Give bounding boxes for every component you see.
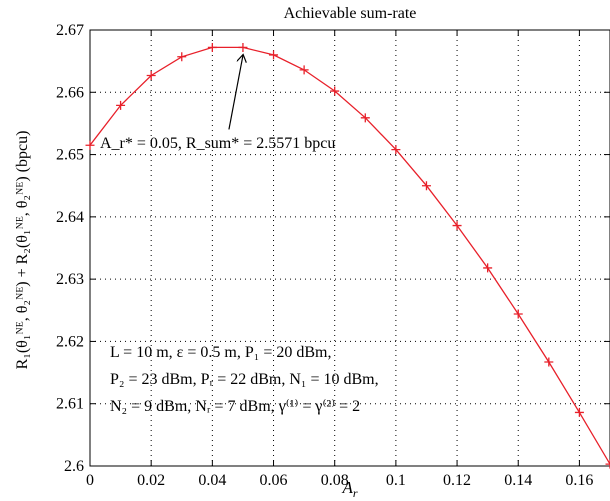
- axis-ticks: [89, 29, 610, 467]
- data-point: [330, 86, 340, 96]
- plot-frame: [89, 29, 610, 467]
- y-tick-label: 2.65: [56, 147, 84, 164]
- x-tick-label: 0.04: [198, 472, 226, 489]
- data-point: [177, 52, 187, 62]
- y-tick-label: 2.61: [56, 396, 84, 413]
- y-tick-label: 2.67: [56, 22, 84, 39]
- series-line: [89, 46, 610, 465]
- x-tick-label: 0.08: [321, 472, 349, 489]
- parameter-box: L = 10 m, ε = 0.5 m, P₁ = 20 dBm, P₂ = 23…: [110, 344, 379, 415]
- data-point: [391, 145, 401, 155]
- data-series: [89, 46, 610, 465]
- y-tick-label: 2.66: [56, 84, 84, 101]
- chart-title: Achievable sum-rate: [284, 5, 417, 22]
- data-point: [146, 70, 156, 80]
- x-tick-label: 0.14: [504, 472, 532, 489]
- data-point: [483, 263, 493, 273]
- data-point: [360, 113, 370, 123]
- parameter-line: L = 10 m, ε = 0.5 m, P₁ = 20 dBm,: [110, 344, 331, 361]
- optimum-arrow: [228, 55, 243, 130]
- data-point: [421, 181, 431, 191]
- y-tick-label: 2.64: [56, 209, 84, 226]
- data-point: [605, 459, 610, 469]
- x-tick-label: 0.06: [260, 472, 288, 489]
- x-tick-label: 0.1: [386, 472, 406, 489]
- data-point: [207, 42, 217, 52]
- data-point: [299, 65, 309, 75]
- data-point: [238, 42, 248, 52]
- data-point: [269, 50, 279, 60]
- y-tick-label: 2.63: [56, 271, 84, 288]
- data-markers: [85, 42, 610, 469]
- data-point: [116, 100, 126, 110]
- x-tick-label: 0: [86, 472, 94, 489]
- x-axis-label: Ar: [341, 478, 357, 500]
- parameter-line: N₂ = 9 dBm, Nᵣ = 7 dBm, γ⁽¹⁾ = γ⁽²⁾ = 2: [110, 398, 360, 415]
- y-tick-labels: 2.6 2.61 2.62 2.63 2.64 2.65 2.66 2.67: [56, 22, 84, 475]
- y-tick-label: 2.6: [64, 458, 84, 475]
- x-tick-label: 0.16: [565, 472, 593, 489]
- y-axis-label: R₁(θ₁ᴺᴱ, θ₂ᴺᴱ) + R₂(θ₁ᴺᴱ, θ₂ᴺᴱ) (bpcu): [14, 131, 31, 370]
- x-axis-label-subscript: r: [353, 486, 358, 500]
- parameter-line: P₂ = 23 dBm, Pᵣ = 22 dBm, N₁ = 10 dBm,: [110, 371, 379, 388]
- y-tick-label: 2.62: [56, 333, 84, 350]
- x-axis-label-main: A: [341, 478, 353, 497]
- data-point: [513, 309, 523, 319]
- data-point: [544, 357, 554, 367]
- optimum-annotation: A_r* = 0.05, R_sum* = 2.5571 bpcu: [100, 135, 335, 152]
- data-point: [574, 407, 584, 417]
- x-tick-label: 0.12: [443, 472, 471, 489]
- data-point: [85, 140, 95, 150]
- x-tick-label: 0.02: [137, 472, 165, 489]
- x-tick-labels: 0 0.02 0.04 0.06 0.08 0.1 0.12 0.14 0.16: [86, 472, 593, 489]
- data-point: [452, 221, 462, 231]
